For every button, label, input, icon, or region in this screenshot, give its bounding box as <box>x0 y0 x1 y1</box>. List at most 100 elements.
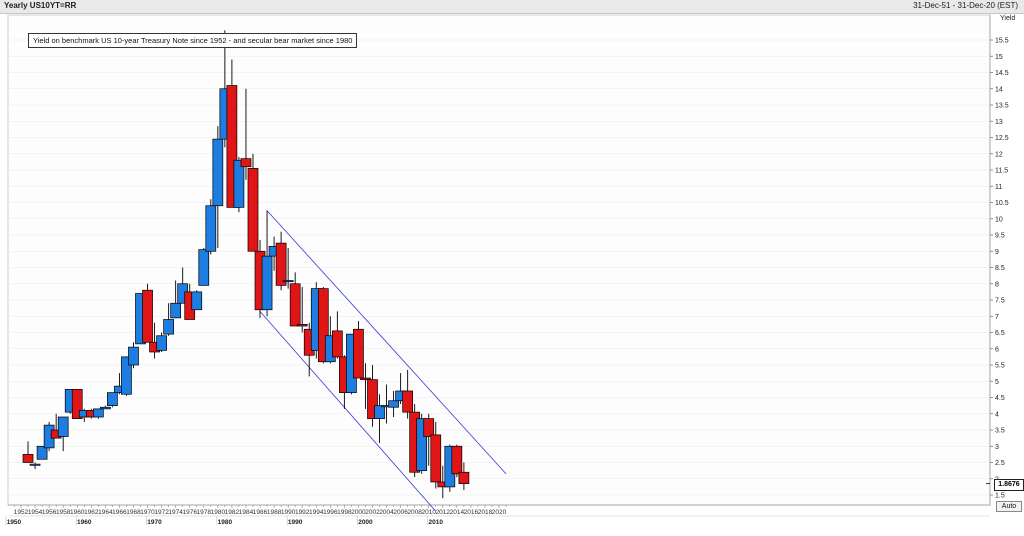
x-tick-label: 2008 <box>407 509 422 516</box>
candle-body <box>198 249 210 286</box>
candle-body <box>100 406 111 410</box>
x-tick-label: 1984 <box>239 509 254 516</box>
x-tick-label: 1952 <box>14 509 29 516</box>
x-tick-label: 1966 <box>112 509 127 516</box>
x-tick-label: 1978 <box>197 509 212 516</box>
y-axis-title: Yield <box>1000 15 1016 22</box>
y-tick-label: 15 <box>995 54 1003 61</box>
y-tick-label: 12.5 <box>995 135 1009 142</box>
x-tick-label: 2004 <box>379 509 394 516</box>
x-tick-label: 1954 <box>28 509 43 516</box>
candle-body <box>430 434 442 483</box>
y-tick-label: 13 <box>995 119 1003 126</box>
x-tick-label: 1964 <box>98 509 113 516</box>
y-tick-label: 4.5 <box>995 395 1005 402</box>
y-tick-label: 9.5 <box>995 233 1005 240</box>
y-tick-label: 14 <box>995 86 1003 93</box>
x-tick-label: 1994 <box>309 509 324 516</box>
y-tick-label: 7 <box>995 314 999 321</box>
candle-body <box>451 445 463 475</box>
candle-body <box>282 280 294 283</box>
candle-body <box>36 445 48 460</box>
candle-body <box>212 138 224 207</box>
candle-body <box>261 255 273 311</box>
y-tick-label: 6 <box>995 346 999 353</box>
x-tick-label: 2020 <box>492 509 507 516</box>
x-tick-label: 1958 <box>56 509 71 516</box>
candle-body <box>317 288 329 363</box>
candle-body <box>57 416 69 437</box>
y-tick-label: 3 <box>995 444 999 451</box>
x-tick-label: 2012 <box>436 509 451 516</box>
candle-body <box>374 405 385 419</box>
decade-label: 2000 <box>358 519 373 526</box>
x-tick-label: 1960 <box>70 509 85 516</box>
y-tick-label: 3.5 <box>995 428 1005 435</box>
candle-body <box>458 471 470 484</box>
candle-body <box>29 463 41 466</box>
x-tick-label: 2010 <box>422 509 437 516</box>
x-tick-label: 2002 <box>365 509 380 516</box>
y-tick-label: 5 <box>995 379 999 386</box>
y-tick-label: 6.5 <box>995 330 1005 337</box>
y-tick-label: 9 <box>995 249 999 256</box>
chart-title: Yearly US10YT=RR <box>4 1 77 10</box>
title-bar: Yearly US10YT=RR 31-Dec-51 - 31-Dec-20 (… <box>0 0 1024 14</box>
decade-label: 2010 <box>429 519 444 526</box>
candle-body <box>388 400 399 408</box>
y-tick-label: 15.5 <box>995 38 1009 45</box>
last-value-badge: 1.8676 <box>994 479 1024 491</box>
x-tick-label: 2018 <box>478 509 493 516</box>
x-tick-label: 1986 <box>253 509 268 516</box>
candle-body <box>170 302 182 319</box>
plot-area <box>7 14 991 506</box>
y-tick-label: 2.5 <box>995 460 1005 467</box>
candle-body <box>240 158 252 168</box>
candle-body <box>367 379 378 419</box>
candle-body <box>107 392 118 406</box>
decade-label: 1950 <box>7 519 22 526</box>
decade-label: 1970 <box>147 519 162 526</box>
candle-body <box>402 390 413 413</box>
y-tick-label: 14.5 <box>995 70 1009 77</box>
candle-body <box>353 328 364 379</box>
chart-annotation: Yield on benchmark US 10-year Treasury N… <box>28 33 358 48</box>
y-tick-label: 11 <box>995 184 1002 191</box>
candle-body <box>92 408 104 418</box>
candle-body <box>128 346 139 366</box>
candle-body <box>296 324 308 327</box>
x-tick-label: 1992 <box>295 509 310 516</box>
y-tick-label: 4 <box>995 411 999 418</box>
candle-body <box>360 377 371 380</box>
x-tick-label: 1970 <box>140 509 155 516</box>
x-tick-label: 2014 <box>450 509 465 516</box>
candle-body <box>332 330 343 358</box>
candle-body <box>205 205 217 252</box>
x-tick-label: 1990 <box>281 509 296 516</box>
x-tick-label: 1968 <box>126 509 141 516</box>
x-tick-label: 1982 <box>225 509 240 516</box>
x-tick-label: 2000 <box>351 509 366 516</box>
x-tick-label: 1988 <box>267 509 282 516</box>
candle-body <box>226 85 238 208</box>
candle-body <box>289 283 301 327</box>
x-tick-label: 1962 <box>84 509 99 516</box>
x-tick-label: 1972 <box>154 509 169 516</box>
x-tick-label: 1956 <box>42 509 57 516</box>
decade-label: 1980 <box>218 519 233 526</box>
x-tick-label: 2016 <box>464 509 479 516</box>
y-tick-label: 1.5 <box>995 493 1005 500</box>
candle-body <box>22 454 34 463</box>
chart-plot[interactable]: 1.522.533.544.555.566.577.588.599.51010.… <box>0 14 1024 536</box>
date-range-label: 31-Dec-51 - 31-Dec-20 (EST) <box>913 1 1018 10</box>
y-tick-label: 8.5 <box>995 265 1005 272</box>
y-tick-label: 8 <box>995 281 999 288</box>
x-tick-label: 1974 <box>168 509 183 516</box>
channel-line-lower <box>259 311 437 512</box>
y-tick-label: 11.5 <box>995 168 1008 175</box>
candle-body <box>423 418 435 437</box>
channel-line-upper <box>266 210 507 475</box>
auto-scale-button[interactable]: Auto <box>996 501 1022 512</box>
x-tick-label: 2006 <box>393 509 408 516</box>
